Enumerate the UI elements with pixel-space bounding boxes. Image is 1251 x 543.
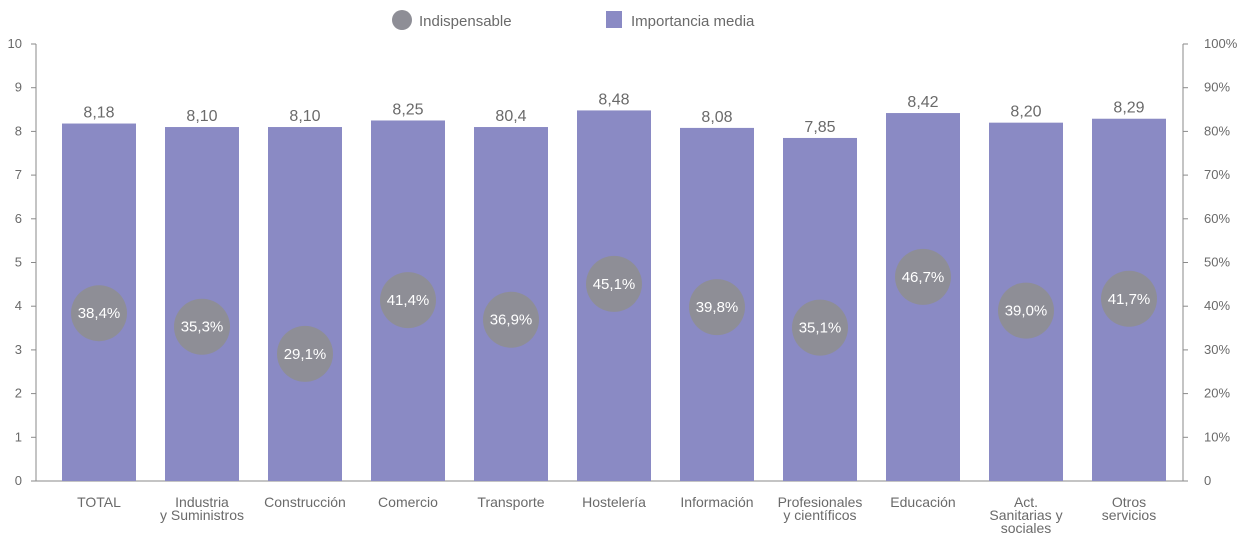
category-label-line: TOTAL xyxy=(77,494,121,510)
bars-layer xyxy=(62,110,1166,482)
category-label: Educación xyxy=(890,494,955,510)
category-label: Comercio xyxy=(378,494,438,510)
y-right-tick-label: 70% xyxy=(1204,167,1230,182)
category-label: TOTAL xyxy=(77,494,121,510)
legend-label-indispensable: Indispensable xyxy=(419,13,512,30)
category-label-line: sociales xyxy=(1001,520,1052,536)
y-left-tick-label: 8 xyxy=(15,123,22,138)
y-left-tick-label: 4 xyxy=(15,298,22,313)
category-label-line: Educación xyxy=(890,494,955,510)
indispensable-point xyxy=(895,248,951,305)
category-label-line: y científicos xyxy=(783,507,856,523)
y-right-tick-label: 10% xyxy=(1204,429,1230,444)
y-left-tick-label: 0 xyxy=(15,473,22,488)
bar-value-label: 80,4 xyxy=(495,108,526,125)
indispensable-point xyxy=(689,279,745,336)
legend-swatch-indispensable xyxy=(392,10,412,30)
point-value-label: 35,3% xyxy=(181,319,224,336)
y-left-tick-label: 1 xyxy=(15,429,22,444)
y-right-tick-label: 30% xyxy=(1204,342,1230,357)
legend-label-importancia: Importancia media xyxy=(631,13,755,30)
category-label: Act. Sanitarias y sociales xyxy=(989,494,1062,536)
category-label-line: servicios xyxy=(1102,507,1156,523)
indispensable-point xyxy=(998,282,1054,339)
y-right-tick-label: 20% xyxy=(1204,386,1230,401)
bar-value-label: 7,85 xyxy=(804,119,835,136)
category-label-line: Hostelería xyxy=(582,494,646,510)
category-label-line: Información xyxy=(680,494,753,510)
category-label-line: Construcción xyxy=(264,494,346,510)
point-value-label: 46,7% xyxy=(902,269,945,286)
labels-layer: 8,18 38,4% TOTAL 8,10 35,3% Industria y Sumini… xyxy=(77,91,1156,536)
point-value-label: 41,7% xyxy=(1108,291,1151,308)
y-right-tick-label: 0 xyxy=(1204,473,1211,488)
category-label-line: Industria xyxy=(175,494,229,510)
category-label-line: Comercio xyxy=(378,494,438,510)
category-label: Construcción xyxy=(264,494,346,510)
bar-value-label: 8,29 xyxy=(1113,100,1144,117)
y-right-tick-label: 90% xyxy=(1204,80,1230,95)
y-left-tick-label: 6 xyxy=(15,211,22,226)
category-label-line: y Suministros xyxy=(160,507,244,523)
bar-value-label: 8,48 xyxy=(598,91,629,108)
y-right-tick-label: 100% xyxy=(1204,36,1238,51)
category-label: Industria y Suministros xyxy=(160,494,244,523)
y-left-tick-label: 7 xyxy=(15,167,22,182)
indispensable-point xyxy=(1101,270,1157,327)
indispensable-point xyxy=(174,298,230,355)
y-left-tick-label: 3 xyxy=(15,342,22,357)
category-label: Profesionales y científicos xyxy=(778,494,863,523)
category-label-line: Transporte xyxy=(477,494,544,510)
bar-value-label: 8,08 xyxy=(701,109,732,126)
bar-value-label: 8,18 xyxy=(83,105,114,122)
bar xyxy=(268,127,342,481)
point-value-label: 45,1% xyxy=(593,276,636,293)
y-right-tick-label: 50% xyxy=(1204,255,1230,270)
bar-value-label: 8,20 xyxy=(1010,104,1041,121)
category-label: Otros servicios xyxy=(1102,494,1156,523)
y-left-tick-label: 10 xyxy=(8,36,22,51)
point-value-label: 29,1% xyxy=(284,346,327,363)
indispensable-point xyxy=(71,285,127,342)
category-label: Transporte xyxy=(477,494,544,510)
point-value-label: 35,1% xyxy=(799,320,842,337)
category-label-line: Sanitarias y xyxy=(989,507,1062,523)
y-left-tick-label: 2 xyxy=(15,386,22,401)
point-value-label: 36,9% xyxy=(490,312,533,329)
legend: Indispensable Importancia media xyxy=(392,10,755,30)
indispensable-point xyxy=(792,299,848,356)
category-label-line: Otros xyxy=(1112,494,1146,510)
bar-value-label: 8,10 xyxy=(289,108,320,125)
point-value-label: 39,0% xyxy=(1005,303,1048,320)
y-right-tick-label: 40% xyxy=(1204,298,1230,313)
point-value-label: 38,4% xyxy=(78,305,121,322)
indispensable-point xyxy=(277,325,333,382)
indispensable-point xyxy=(380,272,436,329)
indispensable-point xyxy=(483,291,539,348)
category-label: Información xyxy=(680,494,753,510)
y-right-tick-label: 80% xyxy=(1204,123,1230,138)
y-left-tick-label: 9 xyxy=(15,80,22,95)
point-value-label: 41,4% xyxy=(387,292,430,309)
category-label-line: Act. xyxy=(1014,494,1038,510)
y-left-tick-label: 5 xyxy=(15,255,22,270)
bar-value-label: 8,10 xyxy=(186,108,217,125)
legend-swatch-importancia xyxy=(606,11,622,28)
indispensable-point xyxy=(586,255,642,312)
bar-value-label: 8,25 xyxy=(392,101,423,118)
category-label-line: Profesionales xyxy=(778,494,863,510)
y-right-tick-label: 60% xyxy=(1204,211,1230,226)
category-label: Hostelería xyxy=(582,494,646,510)
point-value-label: 39,8% xyxy=(696,299,739,316)
bar-value-label: 8,42 xyxy=(907,94,938,111)
